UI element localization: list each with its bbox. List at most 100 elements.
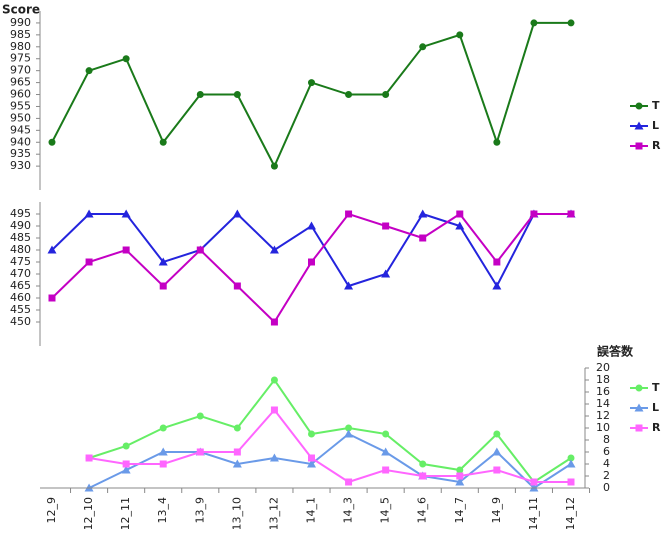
y-tick-label: 18 bbox=[596, 373, 610, 386]
marker bbox=[456, 472, 464, 480]
marker bbox=[567, 454, 575, 462]
x-tick-label: 14_1 bbox=[305, 497, 318, 524]
marker bbox=[158, 257, 168, 266]
y-tick-label: 465 bbox=[10, 279, 31, 292]
series-line bbox=[88, 408, 571, 484]
y-tick-label: 8 bbox=[603, 433, 610, 446]
marker bbox=[419, 460, 427, 468]
marker bbox=[345, 424, 353, 432]
marker bbox=[634, 403, 644, 412]
y-tick-label: 6 bbox=[603, 445, 610, 458]
marker bbox=[233, 424, 241, 432]
y-tick-label: 475 bbox=[10, 255, 31, 268]
x-tick-label: 14_5 bbox=[379, 497, 392, 524]
y-tick-label: 490 bbox=[10, 219, 31, 232]
y-tick-label: 14 bbox=[596, 397, 610, 410]
legend-label: R bbox=[652, 139, 661, 152]
y-tick-label: 10 bbox=[596, 421, 610, 434]
marker bbox=[419, 234, 427, 242]
marker bbox=[269, 245, 279, 254]
y-tick-label: 930 bbox=[10, 159, 31, 172]
marker bbox=[270, 376, 278, 384]
y-tick-label: 16 bbox=[596, 385, 610, 398]
y-tick-label: 480 bbox=[10, 243, 31, 256]
marker bbox=[418, 209, 428, 218]
marker bbox=[270, 162, 278, 170]
marker bbox=[456, 466, 464, 474]
marker bbox=[159, 424, 167, 432]
marker bbox=[84, 209, 94, 218]
marker bbox=[493, 258, 501, 266]
y-tick-label: 980 bbox=[10, 40, 31, 53]
marker bbox=[382, 430, 390, 438]
marker bbox=[196, 412, 204, 420]
marker bbox=[382, 466, 390, 474]
x-tick-label: 12_10 bbox=[82, 497, 95, 529]
marker bbox=[382, 91, 390, 99]
y-tick-label: 460 bbox=[10, 291, 31, 304]
marker bbox=[233, 448, 241, 456]
marker bbox=[566, 459, 576, 468]
series-line bbox=[51, 212, 571, 324]
x-tick-label: 13_9 bbox=[193, 497, 206, 524]
x-tick-label: 14_3 bbox=[342, 497, 355, 524]
y-tick-label: 4 bbox=[603, 457, 610, 470]
marker bbox=[345, 478, 353, 486]
marker bbox=[233, 91, 241, 99]
marker bbox=[121, 465, 131, 474]
legend-label: T bbox=[652, 381, 660, 394]
marker bbox=[492, 281, 502, 290]
marker bbox=[456, 210, 464, 218]
marker bbox=[344, 429, 354, 438]
legend-label: R bbox=[652, 421, 661, 434]
marker bbox=[308, 258, 315, 266]
marker bbox=[122, 460, 130, 468]
marker bbox=[122, 55, 130, 63]
y-tick-label: 0 bbox=[603, 481, 610, 494]
marker bbox=[634, 121, 644, 130]
y-tick-label: 935 bbox=[10, 147, 31, 160]
marker bbox=[196, 448, 204, 456]
y-tick-label: 485 bbox=[10, 231, 31, 244]
marker bbox=[567, 210, 575, 218]
marker bbox=[270, 406, 278, 414]
marker bbox=[456, 31, 464, 39]
marker bbox=[381, 269, 391, 278]
y-tick-label: 990 bbox=[10, 16, 31, 29]
y-tick-label: 495 bbox=[10, 207, 31, 220]
marker bbox=[455, 221, 465, 230]
marker bbox=[47, 245, 57, 254]
marker bbox=[381, 447, 391, 456]
marker bbox=[233, 282, 241, 290]
marker bbox=[308, 454, 315, 462]
x-tick-label: 13_4 bbox=[156, 497, 169, 524]
legend-label: L bbox=[652, 401, 659, 414]
y-tick-label: 945 bbox=[10, 123, 31, 136]
marker bbox=[85, 258, 93, 266]
y-tick-label: 950 bbox=[10, 111, 31, 124]
marker bbox=[455, 477, 465, 486]
x-tick-label: 14_6 bbox=[416, 497, 429, 524]
y-tick-label: 960 bbox=[10, 88, 31, 101]
series-line bbox=[88, 432, 572, 490]
y-tick-label: 985 bbox=[10, 28, 31, 41]
x-tick-label: 12_11 bbox=[119, 497, 132, 529]
y-tick-label: 965 bbox=[10, 76, 31, 89]
series-line bbox=[51, 21, 571, 169]
marker bbox=[48, 138, 56, 146]
marker bbox=[232, 209, 242, 218]
marker bbox=[419, 472, 427, 480]
marker bbox=[493, 430, 501, 438]
marker bbox=[419, 43, 427, 51]
marker bbox=[635, 424, 643, 432]
legend-label: L bbox=[652, 119, 659, 132]
marker bbox=[48, 294, 56, 302]
y-tick-label: 450 bbox=[10, 315, 31, 328]
marker bbox=[196, 91, 204, 99]
marker bbox=[122, 442, 130, 450]
marker bbox=[567, 478, 575, 486]
marker bbox=[530, 478, 538, 486]
y-tick-label: 20 bbox=[596, 361, 610, 374]
marker bbox=[344, 281, 354, 290]
x-tick-label: 13_12 bbox=[267, 497, 280, 529]
